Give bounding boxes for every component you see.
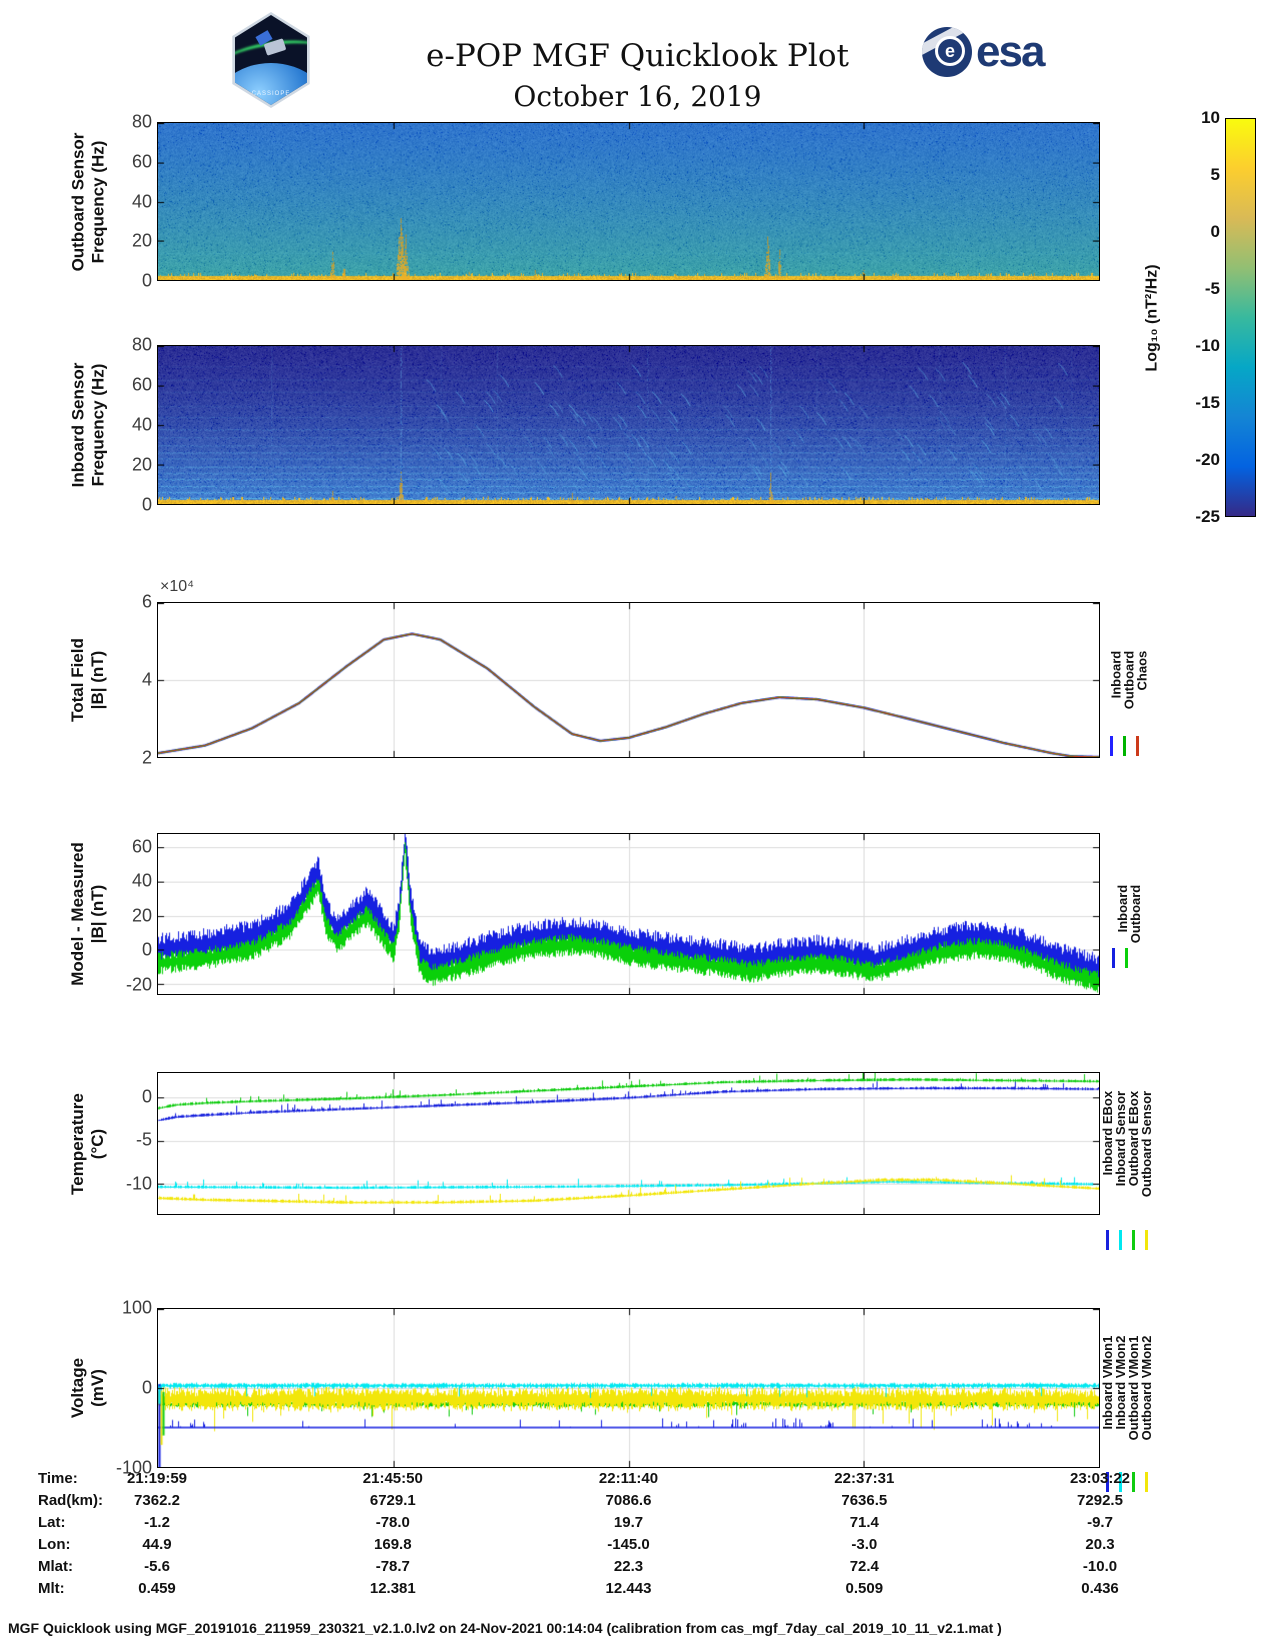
total-field-yticks: 6 4 2 — [108, 602, 152, 758]
page-date: October 16, 2019 — [0, 80, 1275, 113]
voltage-canvas — [158, 1309, 1099, 1467]
inboard-spectrogram-yticks: 80 60 40 20 0 — [108, 345, 152, 505]
outboard-spectrogram-canvas — [158, 123, 1099, 280]
total-field-legend: Inboard Outboard Chaos — [1103, 602, 1155, 758]
table-row: Lat: -1.2 -78.0 19.7 71.4 -9.7 — [0, 1514, 1275, 1536]
model-measured-panel — [157, 833, 1100, 995]
total-field-multiplier: ×10⁴ — [160, 578, 194, 596]
voltage-ylabel: Voltage (mV) — [62, 1308, 114, 1468]
table-row: Lon: 44.9 169.8 -145.0 -3.0 20.3 — [0, 1536, 1275, 1558]
voltage-legend: Inboard VMon1 Inboard VMon2 Outboard VMo… — [1101, 1308, 1153, 1468]
model-measured-ylabel: Model - Measured |B| (nT) — [62, 833, 114, 995]
model-measured-legend: Inboard Outboard — [1103, 833, 1155, 995]
colorbar-gradient — [1226, 119, 1255, 516]
temperature-panel — [157, 1072, 1100, 1215]
esa-logo: e esa — [922, 26, 1043, 78]
inboard-spectrogram-panel — [157, 345, 1100, 505]
table-row: Mlat: -5.6 -78.7 22.3 72.4 -10.0 — [0, 1558, 1275, 1580]
model-measured-yticks: 60 40 20 0 -20 — [108, 833, 152, 995]
colorbar — [1225, 118, 1256, 517]
page-title: e-POP MGF Quicklook Plot — [0, 38, 1275, 74]
total-field-legend-swatches — [1110, 736, 1139, 756]
model-measured-legend-swatches — [1112, 948, 1128, 968]
temperature-yticks: 0 -5 -10 — [108, 1072, 152, 1215]
inboard-spectrogram-canvas — [158, 346, 1099, 504]
esa-wordmark: esa — [976, 27, 1043, 77]
table-row: Time: 21:19:59 21:45:50 22:11:40 22:37:3… — [0, 1470, 1275, 1492]
voltage-panel — [157, 1308, 1100, 1468]
temperature-legend-swatches — [1106, 1230, 1148, 1250]
outboard-spectrogram-panel — [157, 122, 1100, 281]
esa-globe-letter: e — [935, 36, 965, 66]
outboard-spectrogram-yticks: 80 60 40 20 0 — [108, 122, 152, 281]
table-row: Mlt: 0.459 12.381 12.443 0.509 0.436 — [0, 1580, 1275, 1602]
inboard-spectrogram-ylabel: Inboard Sensor Frequency (Hz) — [62, 345, 114, 505]
outboard-spectrogram-ylabel: Outboard Sensor Frequency (Hz) — [62, 122, 114, 281]
footer-caption: MGF Quicklook using MGF_20191016_211959_… — [8, 1620, 1270, 1636]
esa-globe-icon: e — [922, 27, 972, 77]
page: CASSIOPE e-POP MGF Quicklook Plot Octobe… — [0, 0, 1275, 1650]
colorbar-ticks: 10 5 0 -5 -10 -15 -20 -25 — [1172, 118, 1220, 517]
colorbar-label: Log₁₀ (nT²/Hz) — [1138, 118, 1168, 517]
total-field-ylabel: Total Field |B| (nT) — [62, 602, 114, 758]
table-row: Rad(km): 7362.2 6729.1 7086.6 7636.5 729… — [0, 1492, 1275, 1514]
total-field-canvas — [158, 603, 1099, 757]
temperature-canvas — [158, 1073, 1099, 1214]
temperature-ylabel: Temperature (°C) — [62, 1072, 114, 1215]
voltage-yticks: 100 0 -100 — [108, 1308, 152, 1468]
model-measured-canvas — [158, 834, 1099, 994]
total-field-panel — [157, 602, 1100, 758]
temperature-legend: Inboard EBox Inboard Sensor Outboard EBo… — [1101, 1072, 1153, 1215]
